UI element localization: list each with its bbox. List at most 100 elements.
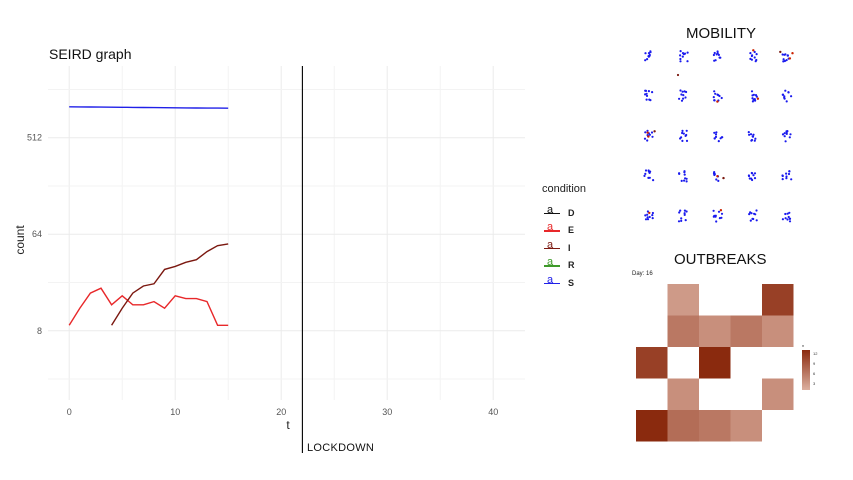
outbreaks-heatmap — [636, 284, 794, 442]
mobility-point-infected — [791, 52, 794, 55]
legend-title: condition — [542, 183, 587, 195]
mobility-point — [787, 91, 790, 94]
mobility-point — [684, 96, 687, 99]
mobility-point — [683, 171, 686, 174]
mobility-point — [790, 95, 793, 98]
mobility-point — [679, 60, 682, 63]
mobility-point — [650, 131, 654, 134]
heatmap-cell — [730, 410, 762, 442]
mobility-point — [753, 139, 756, 142]
mobility-point — [717, 210, 721, 213]
mobility-point — [748, 177, 751, 180]
mobility-point — [682, 53, 685, 56]
mobility-point — [785, 132, 788, 135]
mobility-scatter — [643, 49, 794, 223]
mobility-point — [646, 129, 649, 132]
mobility-point — [721, 136, 724, 139]
y-tick-label: 8 — [37, 326, 42, 336]
mobility-point — [644, 131, 647, 134]
seird-chart-title: SEIRD graph — [49, 46, 132, 62]
mobility-point — [790, 178, 793, 181]
mobility-point — [678, 211, 681, 214]
mobility-point — [788, 220, 792, 223]
mobility-point — [714, 92, 717, 95]
outbreaks-legend: n 3 6 9 12 — [802, 343, 818, 390]
heatmap-legend-tick: 9 — [813, 361, 816, 366]
heatmap-cell — [699, 410, 731, 442]
mobility-point — [644, 172, 647, 175]
mobility-point — [749, 133, 753, 136]
mobility-point — [785, 177, 788, 180]
mobility-point — [752, 217, 755, 221]
mobility-point — [646, 58, 649, 61]
mobility-point — [752, 174, 755, 177]
mobility-point — [646, 216, 649, 219]
mobility-point — [652, 179, 655, 182]
mobility-point-infected — [648, 211, 651, 215]
x-tick-label: 40 — [488, 407, 498, 417]
mobility-point — [643, 137, 647, 140]
heatmap-cell — [699, 347, 731, 379]
mobility-point — [753, 98, 756, 101]
lockdown-label: LOCKDOWN — [307, 442, 375, 454]
outbreaks-title: OUTBREAKS — [674, 251, 767, 268]
mobility-point — [747, 174, 750, 177]
mobility-point — [713, 173, 716, 177]
mobility-point — [718, 94, 721, 98]
seird-lines — [68, 66, 303, 453]
mobility-point — [717, 140, 720, 143]
outbreaks-day-label: Day: 16 — [632, 271, 653, 277]
mobility-point — [783, 135, 786, 138]
mobility-point — [646, 139, 649, 142]
x-tick-label: 30 — [382, 407, 392, 417]
mobility-point — [679, 54, 682, 57]
heatmap-cell — [667, 410, 699, 442]
mobility-point — [785, 59, 788, 62]
mobility-point — [683, 209, 686, 212]
mobility-point — [680, 93, 683, 96]
series-line-I — [111, 243, 229, 326]
mobility-point — [680, 179, 683, 182]
mobility-point — [649, 51, 652, 54]
legend-label: D — [568, 207, 575, 218]
x-tick-label: 20 — [276, 407, 286, 417]
heatmap-cell — [636, 410, 668, 442]
mobility-point-infected — [722, 176, 725, 180]
mobility-point — [783, 53, 786, 56]
mobility-point — [686, 51, 689, 54]
heatmap-cell — [699, 315, 731, 347]
mobility-point — [679, 50, 682, 53]
mobility-point — [713, 90, 716, 93]
seird-y-axis-label: count — [13, 225, 27, 255]
mobility-point — [681, 129, 684, 132]
mobility-point — [718, 56, 721, 59]
mobility-point — [787, 172, 791, 176]
legend-key: a — [542, 256, 562, 272]
mobility-point — [785, 100, 788, 103]
mobility-point — [720, 216, 723, 219]
heatmap-cell — [636, 347, 668, 379]
seird-grid — [48, 66, 525, 400]
mobility-point — [786, 54, 789, 57]
mobility-point — [647, 90, 650, 93]
mobility-point — [713, 137, 716, 140]
mobility-point — [685, 133, 688, 137]
mobility-point — [789, 133, 792, 136]
mobility-point — [679, 209, 682, 212]
mobility-point — [781, 174, 784, 178]
mobility-point — [788, 170, 791, 173]
mobility-point-infected — [752, 49, 755, 52]
legend-label: S — [568, 277, 575, 288]
legend-label: I — [568, 242, 571, 253]
mobility-point — [715, 220, 718, 223]
mobility-point — [784, 140, 787, 143]
mobility-point — [754, 213, 757, 216]
mobility-point — [783, 132, 786, 135]
mobility-point — [682, 94, 685, 97]
mobility-point — [645, 94, 649, 97]
mobility-point — [781, 53, 784, 56]
mobility-point — [753, 50, 756, 54]
